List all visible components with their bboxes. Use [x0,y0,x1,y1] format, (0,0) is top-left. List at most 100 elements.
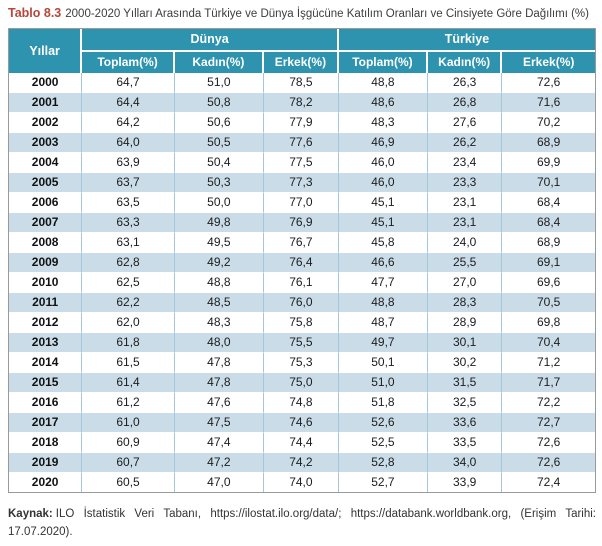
year-cell: 2008 [9,231,83,252]
value-cell: 62,2 [82,291,175,312]
value-cell: 50,5 [174,131,264,152]
group-header-row: Yıllar Dünya Türkiye [9,28,595,73]
value-cell: 72,4 [502,471,595,492]
value-cell: 77,9 [263,111,339,132]
value-cell: 47,8 [174,351,264,372]
table-row: 2007 63,3 49,8 76,9 45,1 23,1 68,4 [9,211,595,232]
value-cell: 46,6 [338,251,428,272]
value-cell: 47,8 [174,371,264,392]
value-cell: 47,4 [174,431,264,452]
value-cell: 68,9 [502,131,595,152]
value-cell: 76,1 [263,271,339,292]
value-cell: 49,5 [174,231,264,252]
value-cell: 72,6 [537,75,561,90]
value-cell: 48,7 [338,311,428,332]
value-cell: 23,4 [427,151,503,172]
value-cell: 77,3 [263,171,339,192]
value-cell: 74,8 [263,391,339,412]
value-cell: 75,3 [263,351,339,372]
value-cell: 47,5 [174,411,264,432]
value-cell: 72,6 [502,431,595,452]
value-cell: 48,3 [338,111,428,132]
value-cell: 61,5 [82,351,175,372]
value-cell: 51,8 [338,391,428,412]
value-cell: 74,4 [263,431,339,452]
value-cell: 52,6 [338,411,428,432]
value-cell: 30,1 [427,331,503,352]
value-cell: 63,3 [82,211,175,232]
table-title: Tablo 8.3 2000-2020 Yılları Arasında Türk… [8,5,596,22]
value-cell: 23,1 [427,211,503,232]
table-row: 2000 64,7 51,0 78,5 48,8 26,3 72,6 [9,72,595,92]
value-cell: 33,6 [427,411,503,432]
value-cell: 45,1 [338,191,428,212]
value-cell: 70,2 [502,111,595,132]
value-cell: 52,7 [338,471,428,492]
value-cell: 64,4 [82,91,175,112]
value-cell: 74,6 [263,411,339,432]
sub-header-1: Kadın(%) [174,51,264,73]
table-header: Yıllar Dünya Türkiye Toplam(%) Kadın(%) Er… [9,28,595,73]
value-cell: 34,0 [427,451,503,472]
value-cell: 45,8 [338,231,428,252]
table-row: 2014 61,5 47,8 75,3 50,1 30,2 71,2 [9,351,595,372]
value-cell: 76,9 [263,211,339,232]
year-cell: 2019 [9,451,83,472]
year-cell: 2011 [9,291,83,312]
table-row: 2013 61,8 48,0 75,5 49,7 30,1 70,4 [9,331,595,352]
value-cell: 61,4 [82,371,175,392]
value-cell: 63,5 [82,191,175,212]
value-cell: 69,6 [502,271,595,292]
value-cell: 48,8 [338,291,428,312]
value-cell: 70,5 [502,291,595,312]
value-cell: 60,5 [82,471,175,492]
value-cell: 30,2 [427,351,503,372]
value-cell: 62,0 [82,311,175,332]
value-cell: 72,6 [502,451,595,472]
table-row: 2001 64,4 50,8 78,2 48,6 26,8 71,6 [9,91,595,112]
value-cell: 77,0 [263,191,339,212]
value-cell: 75,0 [263,371,339,392]
year-cell: 2017 [9,411,83,432]
sub-header-row: Toplam(%) Kadın(%) Erkek(%) Toplam(%) Kadın(… [9,51,595,73]
value-cell: 68,9 [502,231,595,252]
value-cell: 63,7 [82,171,175,192]
value-cell: 49,2 [174,251,264,272]
value-cell: 48,8 [174,271,264,292]
value-cell: 60,7 [82,451,175,472]
source-text: ILO İstatistik Veri Tabanı, https://ilos… [8,507,596,538]
value-cell: 50,3 [174,171,264,192]
sub-header-5: Erkek(%) [502,51,595,73]
value-cell: 33,9 [427,471,503,492]
value-cell: 52,8 [338,451,428,472]
value-cell: 48,6 [338,91,428,112]
value-cell: 72,7 [502,411,595,432]
value-cell: 33,5 [427,431,503,452]
sub-header-4: Kadın(%) [427,51,503,73]
table-row: 2009 62,8 49,2 76,4 46,6 25,5 69,1 [9,251,595,272]
value-cell: 51,0 [175,72,264,92]
value-cell: 62,8 [82,251,175,272]
value-cell: 26,3 [428,72,503,92]
table-row: 2004 63,9 50,4 77,5 46,0 23,4 69,9 [9,151,595,172]
value-cell: 68,4 [502,211,595,232]
value-cell: 31,5 [427,371,503,392]
value-cell: 70,1 [502,171,595,192]
value-cell: 52,5 [338,431,428,452]
value-cell: 50,1 [338,351,428,372]
value-cell: 64,7 [82,72,175,92]
value-cell: 77,6 [263,131,339,152]
table-row: 2002 64,2 50,6 77,9 48,3 27,6 70,2 [9,111,595,132]
year-cell: 2000 [9,72,83,92]
year-cell: 2020 [9,471,83,492]
value-cell: 61,0 [82,411,175,432]
year-cell: 2014 [9,351,83,372]
table-row: 2020 60,5 47,0 74,0 52,7 33,9 72,4 [9,471,595,492]
value-cell: 64,2 [82,111,175,132]
value-cell: 51,0 [338,371,428,392]
value-cell: 68,4 [502,191,595,212]
year-cell: 2012 [9,311,83,332]
year-cell: 2004 [9,151,83,172]
table-row: 2008 63,1 49,5 76,7 45,8 24,0 68,9 [9,231,595,252]
